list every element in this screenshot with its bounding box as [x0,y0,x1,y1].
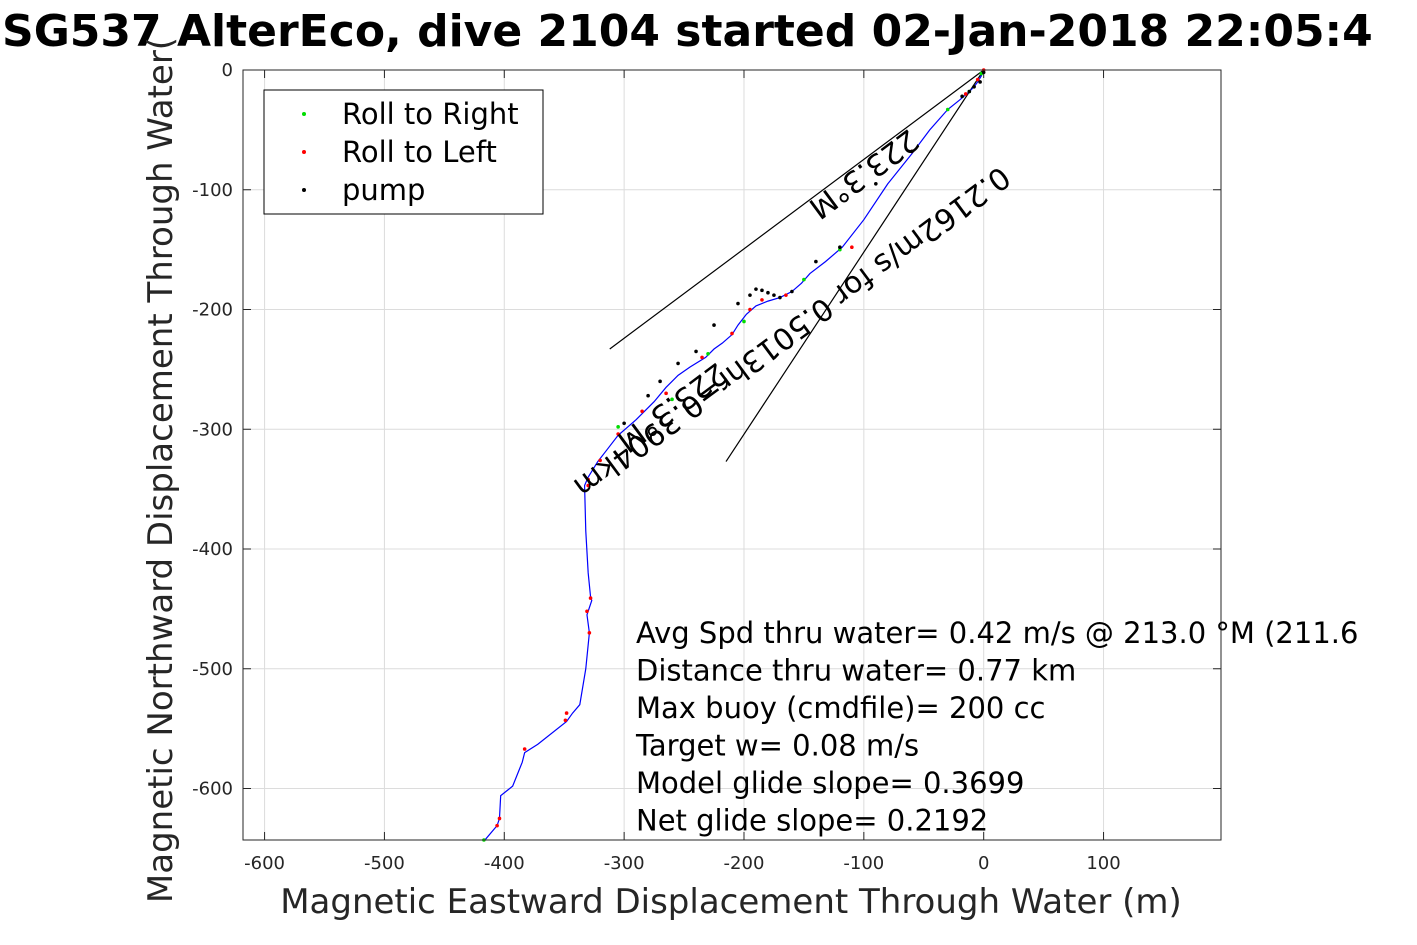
y-tick-label: -600 [192,779,233,800]
y-tick-label: -300 [192,419,233,440]
marker-point [814,259,818,264]
marker-point [802,277,806,282]
stats-line: Model glide slope= 0.3699 [636,766,1024,800]
stats-line: Distance thru water= 0.77 km [636,654,1076,688]
x-axis-label: Magnetic Eastward Displacement Through W… [280,882,1182,922]
marker-point [712,323,716,327]
marker-point [586,483,590,488]
marker-point [616,425,620,429]
marker-point [850,245,854,250]
marker-point [658,379,662,384]
legend-swatch [302,150,306,154]
marker-point [748,307,752,312]
stats-line: Net glide slope= 0.2192 [636,804,988,838]
x-tick-label: -300 [604,853,645,874]
marker-point [790,289,794,294]
marker-point [760,288,764,293]
y-tick-label: -400 [192,539,233,560]
x-tick-label: -100 [843,853,884,874]
marker-series [482,68,986,842]
y-axis-label: Magnetic Northward Displacement Through … [141,37,181,903]
marker-point [981,70,986,75]
marker-point [706,352,710,356]
marker-point [748,293,752,297]
marker-point [730,331,734,336]
marker-point [694,349,698,354]
bearing-lines [609,69,985,462]
marker-point [778,295,782,300]
x-tick-label: -500 [364,853,405,874]
track-line [483,69,985,842]
marker-point [972,84,976,89]
marker-point [766,290,770,295]
marker-point [742,319,746,324]
stats-line: Max buoy (cmdfile)= 200 cc [636,691,1045,725]
marker-point [585,609,589,614]
legend-entry: Roll to Right [342,97,519,131]
marker-point [754,287,758,291]
marker-point [960,94,964,99]
marker-point [497,816,502,821]
marker-point [587,631,592,635]
x-tick-label: -200 [724,853,765,874]
plot-frame [242,69,1222,841]
marker-point [646,393,650,398]
marker-point [598,458,602,463]
marker-point [622,421,626,426]
y-tick-label: -500 [192,659,233,680]
y-tick-label: 0 [222,60,233,81]
rotated-label: 0.2162m/s for 0.5013hr=0.3904km [567,159,1017,504]
marker-point [670,397,674,402]
marker-point [664,391,668,396]
y-tick-label: -100 [192,180,233,201]
x-tick-labels: -600 -500 -400 -300 -200 -100 0 100 [244,853,1121,874]
bearing-line [725,69,985,462]
stats-line: Target w= 0.08 m/s [635,729,919,763]
legend-swatch [302,188,306,192]
marker-point [563,718,568,723]
marker-point [640,409,644,414]
marker-point [963,92,968,96]
marker-point [586,477,590,482]
marker-point [945,107,950,112]
y-tick-label: -200 [192,300,233,321]
x-tick-label: 0 [978,853,989,874]
marker-point [967,89,972,94]
marker-point [588,596,593,600]
marker-point [978,80,982,84]
x-tick-label: 100 [1086,853,1120,874]
bearing-line [609,69,985,350]
marker-point [736,301,740,306]
x-tick-label: -400 [484,853,525,874]
stats-line: Avg Spd thru water= 0.42 m/s @ 213.0 °M … [636,616,1358,650]
stats-annotations: Avg Spd thru water= 0.42 m/s @ 213.0 °M … [635,616,1358,838]
marker-point [676,361,680,366]
legend-entry: Roll to Left [342,135,497,169]
marker-point [700,355,704,360]
marker-point [616,432,620,436]
marker-point [838,245,842,250]
marker-point [564,711,569,715]
legend-entry: pump [342,173,425,207]
track-series [483,69,985,842]
marker-point [772,293,776,297]
y-tick-labels: 0 -100 -200 -300 -400 -500 -600 [192,60,233,800]
marker-point [874,181,878,186]
x-tick-label: -600 [244,853,285,874]
marker-point [909,149,914,154]
marker-point [522,747,527,751]
marker-point [975,77,980,82]
legend: Roll to Right Roll to Left pump [263,89,544,215]
marker-point [495,823,499,828]
chart-title: SG537 AlterEco, dive 2104 started 02-Jan… [2,6,1373,57]
legend-box [263,89,544,215]
legend-swatch [302,112,306,116]
marker-point [784,293,788,297]
marker-point [760,298,764,302]
